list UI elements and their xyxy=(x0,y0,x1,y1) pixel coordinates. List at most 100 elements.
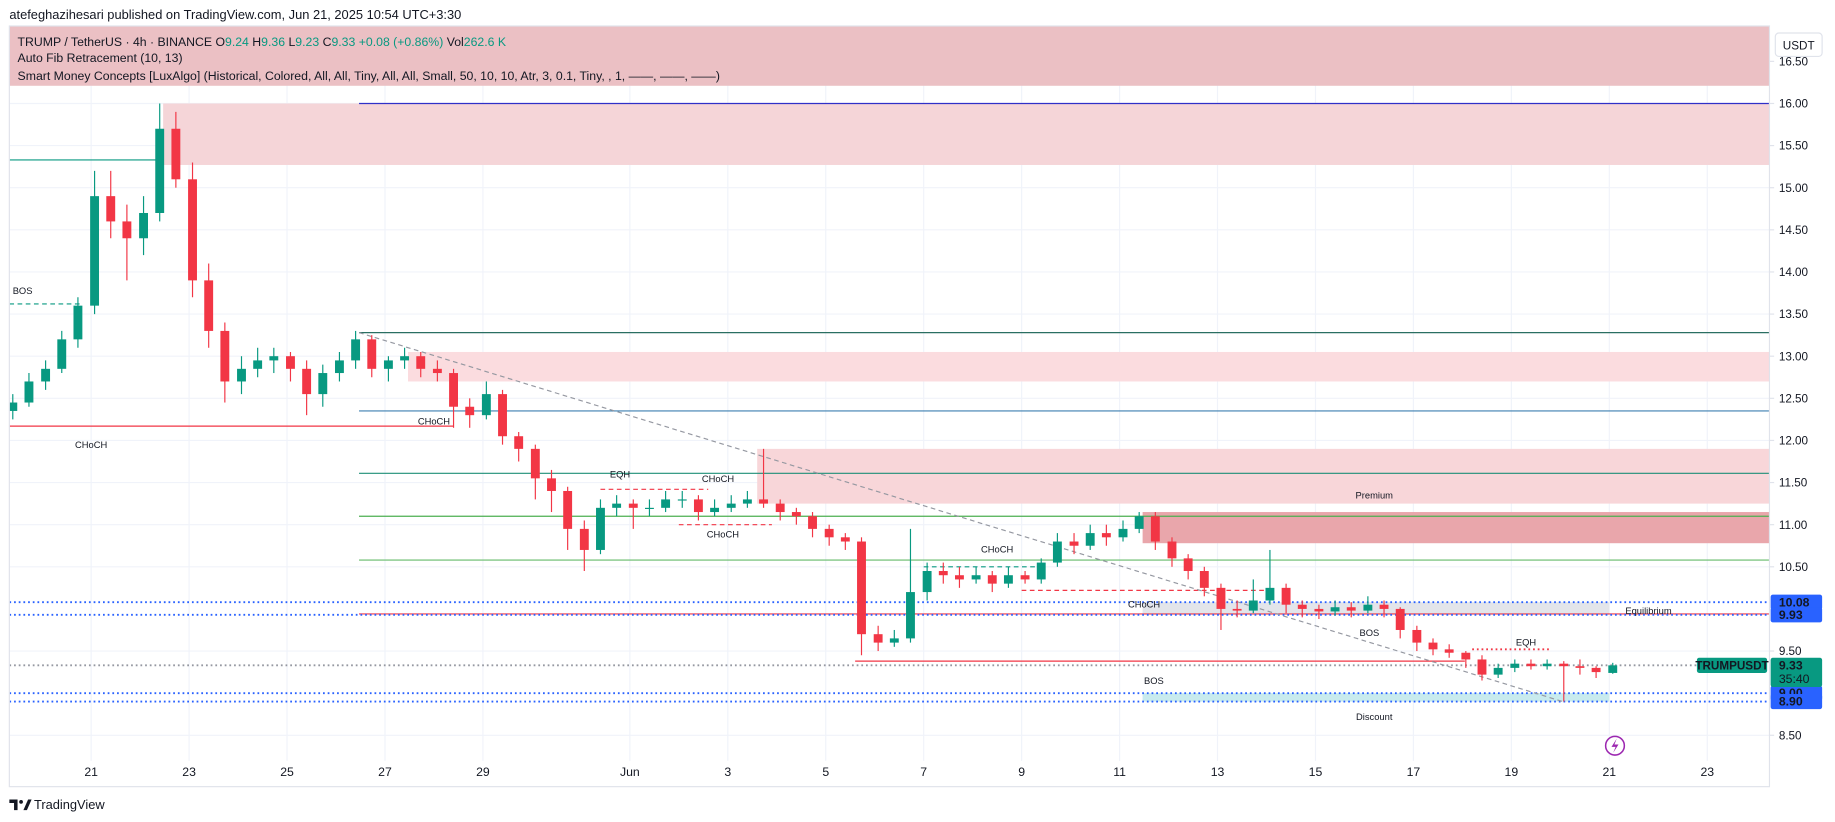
candle-body xyxy=(1412,629,1422,643)
candle-body xyxy=(1150,516,1160,542)
annotation: Discount xyxy=(1356,712,1393,722)
candle-body xyxy=(1020,575,1030,580)
candle-body xyxy=(302,368,312,395)
candle-body xyxy=(563,490,573,529)
annotation: CHoCH xyxy=(1128,599,1160,609)
zones xyxy=(9,25,1770,702)
alert-icon[interactable] xyxy=(1604,735,1626,756)
candle-body xyxy=(808,516,817,529)
annotations: BOS CHoCH CHoCH EQH CHoCH CHoCH CHoCH CHoCH BOS B… xyxy=(13,286,1672,722)
candle-body xyxy=(726,503,736,508)
candle-body xyxy=(416,356,426,369)
countdown-label: 35:40 xyxy=(1779,672,1810,686)
candle-body xyxy=(677,499,687,501)
candle-body xyxy=(318,373,328,395)
candle-body xyxy=(1281,587,1291,605)
candle-body xyxy=(955,575,964,580)
candle-body xyxy=(432,368,442,374)
candle-body xyxy=(269,356,279,361)
candle-body xyxy=(171,128,181,180)
x-tick-label: 23 xyxy=(182,765,196,779)
price-label-box xyxy=(1770,594,1823,610)
candle-body xyxy=(1199,571,1209,588)
candle-body xyxy=(1526,663,1536,667)
annotation: BOS xyxy=(1144,676,1164,686)
candle-body xyxy=(906,592,915,639)
annotation: BOS xyxy=(1359,628,1379,638)
candle-body xyxy=(1559,663,1569,667)
currency-box[interactable] xyxy=(1774,32,1823,57)
x-tick-label: 19 xyxy=(1505,765,1519,779)
symbol-label: TRUMPUSDT xyxy=(1695,659,1769,672)
candle-body xyxy=(237,368,246,382)
x-tick-label: 25 xyxy=(280,765,294,779)
candle-body xyxy=(383,360,393,369)
y-tick-label: 15.50 xyxy=(1779,140,1809,153)
candle-body xyxy=(1085,533,1095,546)
zone xyxy=(408,351,1770,382)
candle-body xyxy=(824,528,834,538)
x-tick-label: 15 xyxy=(1309,765,1323,779)
candle-body xyxy=(449,373,458,407)
candle-body xyxy=(514,436,524,449)
candle-body xyxy=(139,212,148,239)
trend-line xyxy=(358,332,1563,703)
candle-body xyxy=(1183,558,1193,572)
candle-body xyxy=(367,339,377,369)
indicator-label: Smart Money Concepts [LuxAlgo] (Historic… xyxy=(18,69,720,83)
x-tick-label: 3 xyxy=(724,765,731,779)
x-tick-label: 27 xyxy=(378,765,392,779)
candle-body xyxy=(1428,642,1438,650)
x-tick-label: 11 xyxy=(1113,765,1126,779)
candle-body xyxy=(987,575,997,584)
candle-body xyxy=(1069,541,1079,546)
x-tick-label: 17 xyxy=(1407,765,1421,779)
candle-body xyxy=(1134,516,1144,529)
candle-body xyxy=(971,575,981,580)
annotation: EQH xyxy=(1516,637,1536,647)
price-label-box xyxy=(1770,607,1823,623)
y-tick-label: 15.00 xyxy=(1779,182,1809,195)
candle-body xyxy=(1330,607,1340,612)
last-price-label: 9.33 xyxy=(1779,658,1803,672)
candle-body xyxy=(204,280,214,331)
candle-body xyxy=(938,571,948,576)
annotation: BOS xyxy=(13,286,33,296)
annotation: CHoCH xyxy=(707,529,739,539)
candle-body xyxy=(24,381,34,403)
x-tick-label: 13 xyxy=(1211,765,1225,779)
annotation: Equilibrium xyxy=(1625,606,1671,616)
candle-body xyxy=(840,537,850,542)
indicator-label: Auto Fib Retracement (10, 13) xyxy=(18,51,183,65)
candle-body xyxy=(1608,665,1618,673)
x-tick-label: Jun xyxy=(620,765,640,779)
candle-body xyxy=(596,507,605,550)
y-tick-label: 13.50 xyxy=(1779,308,1809,321)
annotation: EQH xyxy=(610,470,630,480)
annotation: CHoCH xyxy=(75,440,107,450)
zone xyxy=(1142,512,1770,544)
candle-body xyxy=(1395,608,1405,630)
candle-body xyxy=(57,339,67,369)
candle-body xyxy=(1297,604,1307,609)
candle-body xyxy=(1003,575,1013,584)
y-tick-label: 13.00 xyxy=(1779,350,1809,363)
candle-body xyxy=(1461,652,1471,660)
candle-body xyxy=(922,571,932,593)
price-label: 8.90 xyxy=(1779,695,1803,709)
y-tick-label: 16.50 xyxy=(1779,55,1809,68)
annotation: CHoCH xyxy=(702,474,734,484)
y-tick-label: 12.50 xyxy=(1779,392,1809,405)
candle-body xyxy=(1216,587,1226,609)
y-tick-label: 11.50 xyxy=(1779,477,1808,490)
candle-body xyxy=(465,406,475,416)
candle-body xyxy=(693,499,703,513)
zone xyxy=(1142,602,1610,615)
candle-body xyxy=(90,196,100,306)
candle-body xyxy=(710,507,720,513)
annotation: Premium xyxy=(1356,491,1394,501)
candle-body xyxy=(334,360,344,374)
axes: 8.50 9.50 10.50 11.00 11.50 12.00 12.50 13.00 13… xyxy=(84,55,1823,779)
